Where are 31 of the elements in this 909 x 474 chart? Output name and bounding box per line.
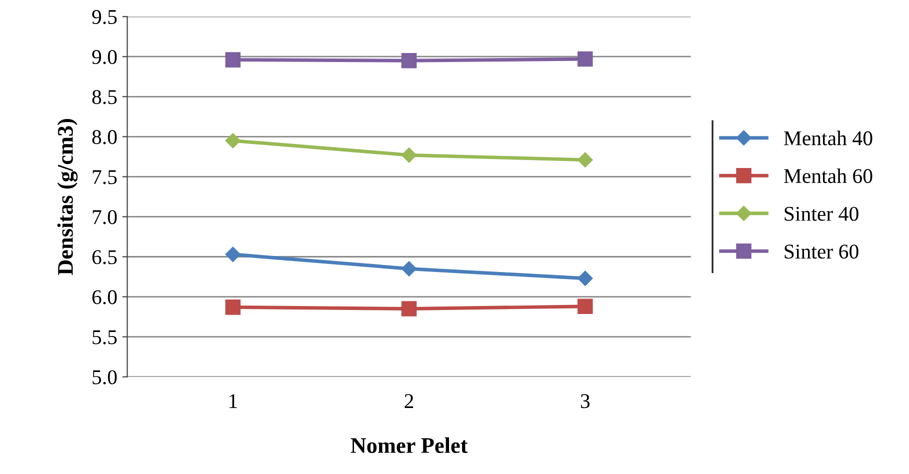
legend-label: Mentah 60 <box>784 168 872 184</box>
x-tick-label: 1 <box>230 394 237 408</box>
point <box>578 298 593 314</box>
y-tick-label: 7.0 <box>92 210 117 224</box>
y-tick-label: 5.0 <box>92 370 117 384</box>
point <box>225 52 241 68</box>
point <box>401 52 417 68</box>
point <box>225 300 241 315</box>
x-tick-label: 3 <box>580 394 590 408</box>
x-tick-label: 2 <box>404 394 414 408</box>
y-tick-label: 9.0 <box>92 50 117 64</box>
legend-label: Sinter 40 <box>784 206 858 221</box>
y-tick-label: 9.5 <box>92 10 117 24</box>
x-axis-title: Nomer Pelet <box>350 437 468 454</box>
y-tick-label: 7.5 <box>92 170 117 184</box>
y-tick-label: 6.5 <box>92 250 117 264</box>
point <box>225 246 240 262</box>
point <box>578 270 593 286</box>
y-tick-label: 6.0 <box>92 290 117 304</box>
point <box>401 301 417 316</box>
point <box>225 133 240 148</box>
y-axis-title: Densitas (g/cm3) <box>57 118 78 276</box>
legend-label: Mentah 40 <box>784 130 872 146</box>
point <box>578 152 593 168</box>
legend-label: Sinter 60 <box>784 244 858 259</box>
y-tick-label: 8.0 <box>92 130 117 144</box>
point <box>401 148 417 163</box>
point <box>401 261 417 276</box>
y-tick-label: 8.5 <box>92 90 117 104</box>
y-tick-label: 5.5 <box>92 330 117 344</box>
point <box>578 51 593 67</box>
